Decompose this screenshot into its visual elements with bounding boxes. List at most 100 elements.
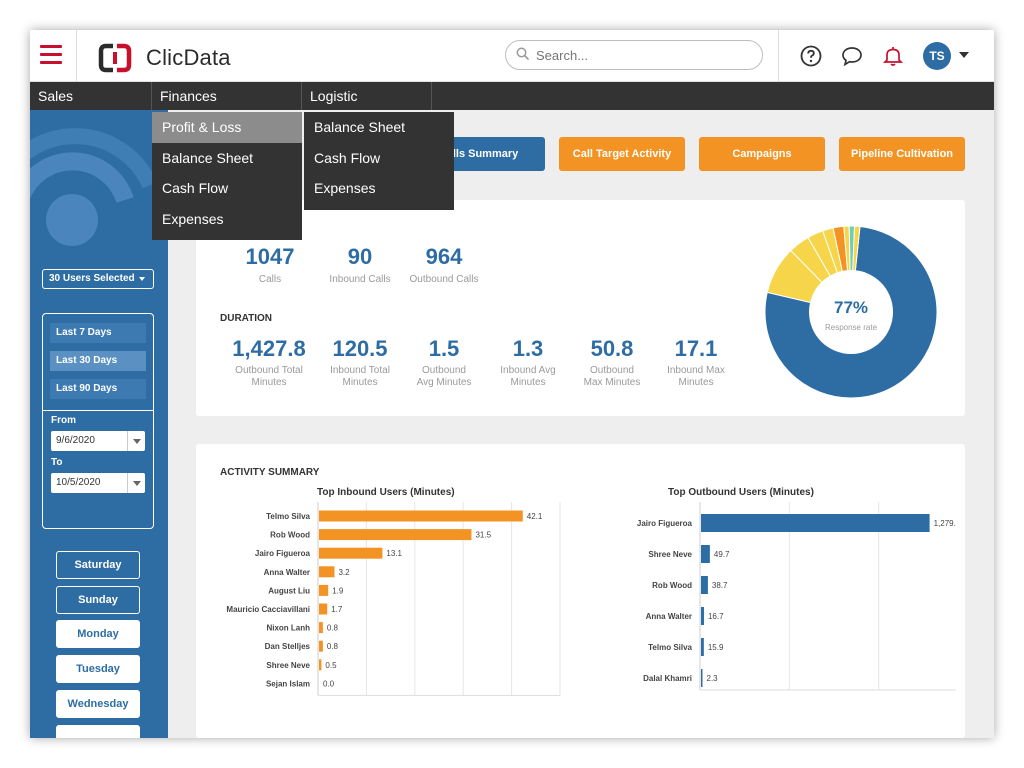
bar-value-label: 2.3 — [707, 674, 719, 683]
wifi-watermark-icon — [30, 128, 158, 246]
filter-sidebar: 30 Users Selected Last 7 Days Last 30 Da… — [30, 110, 168, 738]
kpi-inbound-calls-label: Inbound Calls — [329, 274, 391, 285]
bar — [701, 669, 703, 687]
kpi-inbound-total-minutes-value: 120.5 — [332, 336, 388, 361]
header-divider — [76, 30, 77, 82]
kpi-calls-value: 1047 — [245, 244, 295, 269]
range-last-30-days[interactable]: Last 30 Days — [50, 351, 146, 371]
bar-value-label: 0.5 — [325, 661, 337, 670]
bar-category-label: Anna Walter — [646, 612, 692, 621]
kpi-outbound-total-minutes-label: Outbound Total Minutes — [235, 365, 303, 388]
bar-value-label: 0.8 — [327, 642, 339, 651]
menu-item-cash-flow[interactable]: Cash Flow — [162, 180, 229, 196]
nav-item-logistic[interactable]: Logistic — [302, 82, 432, 110]
main-nav: Sales Finances Logistic — [30, 82, 994, 110]
range-last-7-days[interactable]: Last 7 Days — [50, 323, 146, 343]
bar-value-label: 31.5 — [475, 531, 491, 540]
chevron-down-icon — [139, 277, 145, 281]
menu-item-expenses[interactable]: Expenses — [314, 180, 376, 196]
from-date-input[interactable]: 9/6/2020 — [51, 431, 145, 451]
notification-bell-icon[interactable] — [881, 44, 905, 68]
top-header: ClicData TS — [30, 30, 994, 82]
menu-item-balance-sheet[interactable]: Balance Sheet — [162, 149, 254, 166]
header-divider — [778, 30, 779, 82]
bar — [319, 566, 335, 578]
date-panel-divider — [43, 410, 153, 411]
menu-item-expenses[interactable]: Expenses — [162, 210, 224, 227]
tab-campaigns[interactable]: Campaigns — [699, 137, 825, 171]
bar-category-label: Dan Stelljes — [265, 642, 311, 651]
bar — [701, 545, 710, 563]
kpi-outbound-avg-minutes-value: 1.5 — [428, 336, 460, 361]
bar — [319, 510, 523, 522]
nav-item-finances[interactable]: Finances — [152, 82, 302, 110]
response-rate-donut-chart: 77% Response rate — [764, 225, 938, 399]
kpi-inbound-calls-value: 90 — [347, 244, 373, 269]
bar-value-label: 13.1 — [386, 549, 402, 558]
calendar-dropdown-icon[interactable] — [127, 431, 145, 451]
menu-item-profit-loss[interactable]: Profit & Loss — [152, 112, 302, 143]
bar-value-label: 42.1 — [527, 512, 543, 521]
kpi-outbound-max-minutes-value: 50.8 — [590, 336, 634, 361]
to-label: To — [51, 457, 63, 468]
bar-category-label: Jairo Figueroa — [255, 549, 311, 558]
bar-category-label: Rob Wood — [270, 531, 310, 540]
logistic-dropdown-menu: Balance Sheet Cash Flow Expenses — [304, 112, 454, 210]
range-last-90-days[interactable]: Last 90 Days — [50, 379, 146, 399]
day-sunday-button[interactable]: Sunday — [56, 586, 140, 614]
kpi-outbound-calls-value: 964 — [425, 244, 463, 269]
bar — [319, 529, 472, 541]
bar-category-label: Shree Neve — [648, 550, 692, 559]
day-wednesday-button[interactable]: Wednesday — [56, 690, 140, 718]
to-date-input[interactable]: 10/5/2020 — [51, 473, 145, 493]
kpi-calls-label: Calls — [258, 274, 282, 285]
kpi-outbound-max-minutes-label: Outbound Max Minutes — [583, 365, 641, 388]
users-selector-dropdown[interactable]: 30 Users Selected — [42, 269, 154, 289]
activity-summary-card: ACTIVITY SUMMARY Top Inbound Users (Minu… — [196, 444, 965, 738]
kpi-inbound-avg-minutes-value: 1.3 — [512, 336, 544, 361]
chat-icon[interactable] — [840, 44, 864, 68]
kpi-inbound-max-minutes-label: Inbound Max Minutes — [667, 365, 725, 388]
tab-pipeline-cultivation[interactable]: Pipeline Cultivation — [839, 137, 965, 171]
nav-item-sales[interactable]: Sales — [30, 82, 152, 110]
hamburger-menu-icon[interactable] — [40, 45, 62, 64]
bar-value-label: 16.7 — [708, 612, 724, 621]
day-thursday-button[interactable] — [56, 725, 140, 738]
bar — [319, 640, 323, 652]
tab-call-target-activity[interactable]: Call Target Activity — [559, 137, 685, 171]
bar — [701, 576, 708, 594]
bar-value-label: 1.9 — [332, 586, 344, 595]
menu-item-balance-sheet[interactable]: Balance Sheet — [314, 119, 406, 135]
calendar-dropdown-icon[interactable] — [127, 473, 145, 493]
menu-item-cash-flow[interactable]: Cash Flow — [314, 149, 381, 166]
bar-value-label: 1.7 — [331, 605, 343, 614]
bar-category-label: Jairo Figueroa — [637, 519, 693, 528]
bar — [319, 547, 383, 559]
donut-center-value: 77% — [834, 298, 868, 317]
kpi-inbound-max-minutes-value: 17.1 — [674, 336, 718, 361]
bar-value-label: 38.7 — [712, 581, 728, 590]
bar — [319, 659, 322, 671]
inbound-users-bar-chart: Telmo Silva 42.1 Rob Wood 31.5 Jairo Figuero… — [226, 502, 561, 696]
user-menu-caret-icon[interactable] — [959, 52, 969, 58]
help-icon[interactable] — [799, 44, 823, 68]
bar — [701, 607, 704, 625]
search-input[interactable] — [536, 46, 751, 64]
bar-category-label: August Liu — [268, 586, 310, 595]
bar-value-label: 1,279.5 — [934, 519, 956, 528]
search-box[interactable] — [505, 40, 763, 70]
day-saturday-button[interactable]: Saturday — [56, 551, 140, 579]
from-date-value: 9/6/2020 — [56, 435, 95, 446]
kpi-outbound-total-minutes-value: 1,427.8 — [232, 336, 306, 361]
bar — [701, 514, 930, 532]
day-tuesday-button[interactable]: Tuesday — [56, 655, 140, 683]
app-window: ClicData TS Sales Finances Logisti — [30, 30, 994, 738]
bar-category-label: Rob Wood — [652, 581, 692, 590]
user-avatar[interactable]: TS — [923, 42, 951, 70]
to-date-value: 10/5/2020 — [56, 477, 101, 488]
outbound-users-bar-chart: Jairo Figueroa 1,279.5 Shree Neve 49.7 Rob W… — [637, 502, 956, 691]
bar-category-label: Sejan Islam — [266, 679, 310, 688]
kpi-inbound-total-minutes-label: Inbound Total Minutes — [330, 365, 390, 388]
bar — [701, 638, 704, 656]
day-monday-button[interactable]: Monday — [56, 620, 140, 648]
